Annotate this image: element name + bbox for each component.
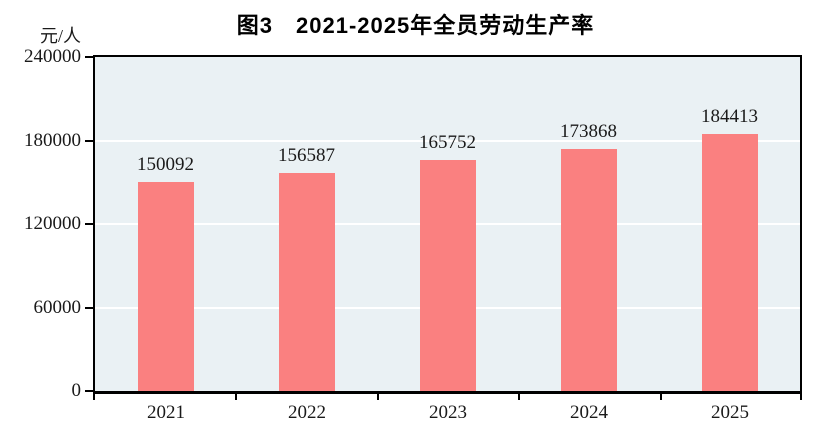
bar-value-label-2023: 165752 [419, 132, 476, 153]
y-tick-label-0: 0 [71, 380, 82, 401]
y-tick-mark-60000 [85, 307, 93, 309]
y-tick-mark-240000 [85, 56, 93, 58]
bar-2024 [561, 149, 617, 391]
x-tick-mark-2 [377, 393, 379, 400]
plot-area: 150092 156587 165752 173868 184413 [93, 55, 802, 394]
bar-value-label-2025: 184413 [701, 106, 758, 127]
bar-2021 [138, 182, 194, 391]
x-tick-label-2021: 2021 [147, 402, 185, 423]
x-tick-label-2025: 2025 [711, 402, 749, 423]
y-axis-unit-label: 元/人 [39, 26, 81, 46]
y-tick-label-240000: 240000 [24, 46, 81, 67]
bar-value-label-2024: 173868 [560, 121, 617, 142]
x-tick-label-2024: 2024 [570, 402, 608, 423]
gridline-180000 [95, 139, 800, 142]
x-tick-mark-1 [235, 393, 237, 400]
x-tick-mark-0 [93, 393, 95, 400]
x-tick-mark-3 [518, 393, 520, 400]
bar-value-label-2022: 156587 [278, 145, 335, 166]
x-tick-label-2023: 2023 [429, 402, 467, 423]
y-tick-mark-0 [85, 390, 93, 392]
y-tick-label-60000: 60000 [33, 297, 82, 318]
x-tick-label-2022: 2022 [288, 402, 326, 423]
chart-title: 图3 2021-2025年全员劳动生产率 [236, 13, 595, 38]
x-tick-mark-5 [800, 393, 802, 400]
x-tick-mark-4 [660, 393, 662, 400]
bar-2022 [279, 173, 335, 391]
bar-2023 [420, 160, 476, 391]
y-tick-label-180000: 180000 [24, 130, 81, 151]
bar-2025 [702, 134, 758, 391]
y-tick-mark-120000 [85, 223, 93, 225]
y-tick-label-120000: 120000 [24, 213, 81, 234]
bar-value-label-2021: 150092 [137, 154, 194, 175]
y-tick-mark-180000 [85, 140, 93, 142]
